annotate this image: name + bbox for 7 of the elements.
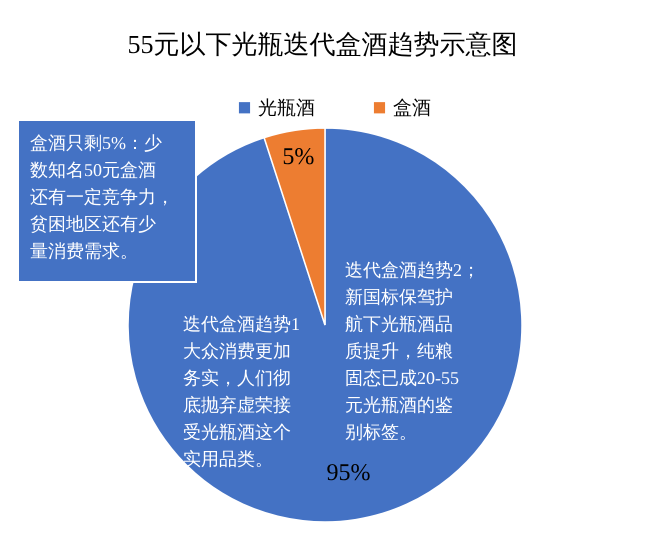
legend-label: 光瓶酒 bbox=[258, 98, 315, 119]
data-label: 95% bbox=[326, 460, 370, 486]
chart-title: 55元以下光瓶迭代盒酒趋势示意图 bbox=[128, 30, 518, 59]
text: 盒酒只剩5%：少数知名50元盒酒还有一定竞争力，贫困地区还有少量消费需求。 bbox=[30, 133, 174, 261]
data-label: 5% bbox=[282, 144, 314, 170]
text: 迭代盒酒趋势2；新国标保驾护航下光瓶酒品质提升，纯粮固态已成20-55元光瓶酒的鉴别标签。 bbox=[345, 260, 480, 442]
legend-label: 盒酒 bbox=[393, 98, 431, 119]
